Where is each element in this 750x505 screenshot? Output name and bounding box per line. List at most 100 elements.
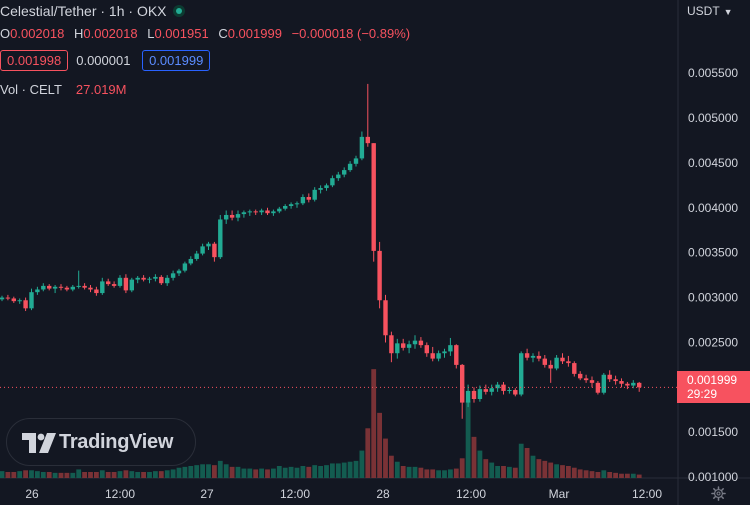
candle bbox=[524, 348, 530, 361]
candle bbox=[389, 331, 394, 363]
candle bbox=[336, 171, 341, 181]
volume-bar bbox=[453, 468, 459, 478]
ask-price-button[interactable]: 0.001999 bbox=[142, 50, 211, 71]
volume-bar bbox=[23, 470, 28, 478]
volume-bar bbox=[82, 472, 87, 478]
volume-bar bbox=[229, 466, 235, 478]
candle bbox=[424, 342, 429, 357]
candle-body bbox=[430, 353, 435, 359]
volume-bar bbox=[518, 443, 524, 478]
volume-bar bbox=[235, 466, 241, 478]
candle bbox=[395, 338, 400, 359]
volume-bar bbox=[394, 461, 400, 478]
volume-bar bbox=[52, 472, 58, 478]
volume-bar bbox=[111, 472, 117, 478]
symbol-header[interactable]: Celestial/Tether · 1h · OKX bbox=[0, 3, 185, 19]
volume-bar bbox=[294, 467, 300, 478]
candle-body bbox=[247, 211, 252, 213]
volume-bar bbox=[153, 471, 158, 478]
price-axis[interactable]: 0.005500 0.005000 0.004500 0.004000 0.003500… bbox=[688, 66, 738, 484]
candle-body bbox=[578, 373, 583, 379]
volume-bar bbox=[271, 468, 276, 478]
candle bbox=[566, 355, 571, 367]
volume-bar bbox=[76, 469, 82, 478]
candle bbox=[58, 284, 64, 291]
volume-bar bbox=[276, 466, 282, 478]
candle bbox=[106, 278, 111, 286]
volume-bar bbox=[141, 472, 146, 478]
candle-body bbox=[111, 284, 117, 286]
gear-icon[interactable] bbox=[711, 486, 726, 501]
candle bbox=[182, 261, 188, 273]
candle bbox=[176, 268, 182, 277]
candle-body bbox=[64, 287, 70, 290]
candle-body bbox=[501, 384, 506, 391]
candle-body bbox=[347, 163, 353, 171]
volume-bar bbox=[566, 466, 571, 478]
volume-bar bbox=[324, 465, 329, 478]
candle bbox=[477, 385, 483, 402]
candle bbox=[465, 384, 471, 408]
candle-body bbox=[147, 278, 152, 280]
candle bbox=[129, 277, 134, 293]
candle bbox=[111, 281, 117, 288]
volume-bar bbox=[560, 465, 565, 478]
volume-bar bbox=[583, 470, 589, 478]
time-axis[interactable]: 26 12:00 27 12:00 28 12:00 Mar 12:00 bbox=[25, 487, 662, 501]
time-tick-label: 12:00 bbox=[456, 487, 486, 501]
low-value: 0.001951 bbox=[154, 26, 209, 41]
candle-body bbox=[336, 174, 341, 179]
candle-body bbox=[300, 197, 306, 204]
candle bbox=[88, 284, 93, 293]
volume-bar bbox=[471, 436, 477, 478]
candle-body bbox=[460, 364, 465, 403]
candlesticks bbox=[0, 83, 642, 419]
volume-bar bbox=[595, 472, 601, 478]
volume-bar bbox=[365, 428, 371, 478]
candle bbox=[29, 288, 34, 311]
price-tick-label: 0.003500 bbox=[688, 246, 738, 260]
candle-body bbox=[58, 286, 64, 288]
candle-body bbox=[377, 250, 382, 301]
candle bbox=[383, 294, 388, 343]
volume-bar bbox=[170, 469, 176, 478]
candle bbox=[52, 284, 58, 294]
bar-countdown: 29:29 bbox=[687, 387, 718, 401]
volume-bar bbox=[530, 455, 536, 478]
currency-selector[interactable]: USDT ▼ bbox=[687, 4, 733, 18]
volume-bar bbox=[46, 472, 52, 478]
candle-body bbox=[542, 358, 547, 365]
candle-body bbox=[229, 214, 235, 218]
volume-bar bbox=[571, 467, 577, 478]
volume-bar bbox=[306, 466, 312, 478]
candle bbox=[253, 209, 258, 215]
volume-bar bbox=[223, 464, 229, 478]
candle-body bbox=[259, 210, 264, 213]
candle-body bbox=[117, 277, 123, 286]
candle-body bbox=[412, 340, 418, 345]
candle-body bbox=[637, 382, 642, 388]
candle bbox=[76, 270, 81, 289]
candle-body bbox=[548, 364, 553, 369]
candle-body bbox=[595, 382, 601, 393]
candle-body bbox=[153, 276, 158, 279]
candle-body bbox=[406, 344, 412, 348]
candle bbox=[631, 380, 636, 389]
candle-body bbox=[218, 219, 223, 258]
volume-bar bbox=[636, 474, 642, 478]
bid-price-button[interactable]: 0.001998 bbox=[0, 50, 69, 71]
candle bbox=[489, 384, 494, 396]
price-tick-label: 0.003000 bbox=[688, 291, 738, 305]
candle bbox=[619, 378, 624, 388]
candle bbox=[560, 353, 565, 364]
volume-bar bbox=[206, 464, 211, 478]
volume-bar bbox=[548, 462, 554, 478]
tradingview-logo[interactable]: TradingView bbox=[6, 418, 196, 466]
volume-bar bbox=[353, 460, 359, 478]
volume-bars bbox=[0, 369, 642, 478]
volume-bar bbox=[501, 466, 506, 478]
time-tick-label: 27 bbox=[200, 487, 214, 501]
candle-body bbox=[389, 335, 394, 354]
volume-bar bbox=[542, 460, 548, 478]
candle-body bbox=[359, 136, 365, 159]
